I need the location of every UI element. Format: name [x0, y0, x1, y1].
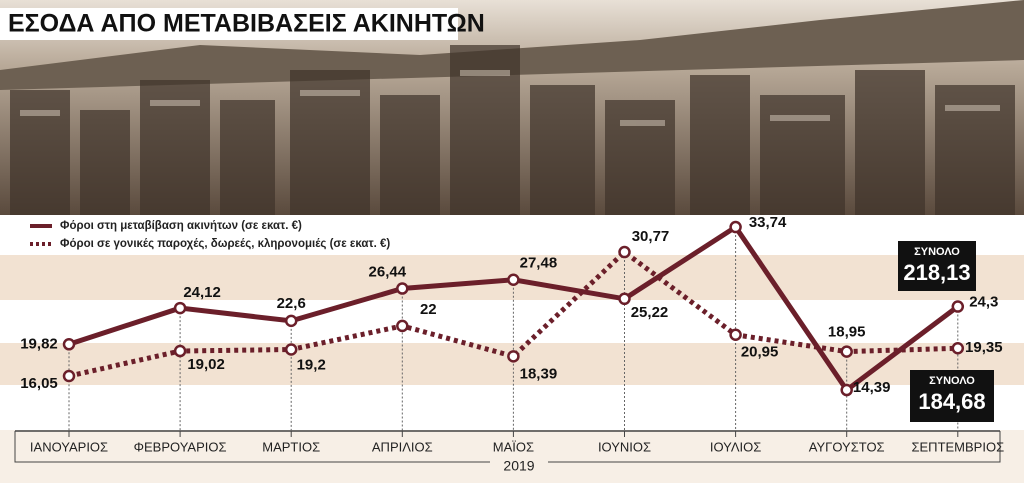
- point: [840, 345, 853, 358]
- total-box: [898, 241, 976, 291]
- value-label: 24,12: [183, 284, 221, 301]
- value-label: 19,82: [20, 335, 58, 352]
- x-tick-label: ΙΟΥΛΙΟΣ: [710, 439, 761, 454]
- x-tick-label: ΜΑΡΤΙΟΣ: [262, 439, 320, 454]
- value-label: 18,95: [828, 324, 866, 341]
- value-label: 22: [420, 301, 437, 318]
- point: [507, 350, 520, 363]
- value-label: 27,48: [520, 255, 558, 272]
- value-label: 19,02: [187, 356, 225, 373]
- value-label: 19,35: [965, 339, 1003, 356]
- x-tick-label: ΙΑΝΟΥΑΡΙΟΣ: [30, 439, 108, 454]
- point: [729, 220, 742, 234]
- point: [62, 369, 76, 383]
- point: [396, 282, 409, 295]
- point: [729, 328, 742, 342]
- value-label: 30,77: [632, 228, 670, 245]
- value-label: 24,3: [969, 294, 998, 311]
- value-label: 33,74: [749, 214, 787, 231]
- total-value: 218,13: [903, 260, 970, 285]
- x-axis-label: 2019: [503, 458, 534, 474]
- value-label: 14,39: [853, 379, 891, 396]
- value-label: 26,44: [369, 263, 407, 280]
- point: [951, 300, 965, 313]
- point: [173, 301, 187, 315]
- point: [618, 245, 631, 259]
- point: [618, 292, 631, 306]
- value-label: 18,39: [520, 365, 558, 382]
- point: [840, 383, 853, 397]
- total-value: 184,68: [918, 389, 985, 414]
- x-tick-label: ΦΕΒΡΟΥΑΡΙΟΣ: [134, 439, 227, 454]
- point: [284, 343, 298, 356]
- background-photo: [0, 0, 1024, 215]
- value-label: 25,22: [631, 304, 669, 321]
- point: [62, 338, 76, 351]
- point: [284, 314, 298, 328]
- x-tick-label: ΑΥΓΟΥΣΤΟΣ: [809, 439, 885, 454]
- total-box: [910, 370, 994, 422]
- value-label: 20,95: [741, 344, 779, 361]
- legend: Φόροι στη μεταβίβαση ακινήτων (σε εκατ. …: [30, 220, 390, 250]
- value-label: 19,2: [297, 356, 326, 373]
- value-label: 22,6: [277, 295, 306, 312]
- total-title: ΣΥΝΟΛΟ: [914, 246, 960, 258]
- year-bracket: [14, 431, 1001, 463]
- x-tick-label: ΙΟΥΝΙΟΣ: [598, 439, 651, 454]
- legend-label: Φόροι στη μεταβίβαση ακινήτων (σε εκατ. …: [60, 220, 302, 232]
- x-tick-label: ΑΠΡΙΛΙΟΣ: [372, 439, 433, 454]
- point: [173, 344, 187, 358]
- x-tick-label: ΜΑΪΟΣ: [493, 439, 534, 454]
- title-bg: [0, 8, 458, 40]
- value-label: 16,05: [20, 375, 58, 392]
- total-title: ΣΥΝΟΛΟ: [929, 375, 975, 387]
- chart-title: ΕΣΟΔΑ ΑΠΟ ΜΕΤΑΒΙΒΑΣΕΙΣ ΑΚΙΝΗΤΩΝ: [8, 10, 485, 38]
- x-tick-label: ΣΕΠΤΕΜΒΡΙΟΣ: [911, 439, 1004, 454]
- series-line: [68, 248, 958, 379]
- point: [507, 273, 520, 287]
- point: [396, 319, 409, 333]
- point: [951, 341, 965, 355]
- legend-label: Φόροι σε γονικές παροχές, δωρεές, κληρον…: [60, 238, 390, 250]
